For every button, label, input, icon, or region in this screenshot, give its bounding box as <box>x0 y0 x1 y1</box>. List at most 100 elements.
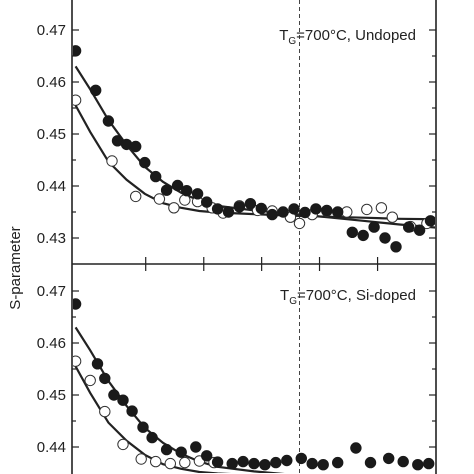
filled-data-point <box>255 202 267 215</box>
filled-data-point <box>413 224 426 236</box>
filled-data-point <box>266 208 278 221</box>
annotation-subscript: G <box>288 36 296 47</box>
top-panel: 0.43 0.44 0.45 0.46 0.47 TG=700°C, Undoped <box>37 0 437 265</box>
filled-data-point <box>379 232 391 244</box>
filled-data-point <box>237 455 249 468</box>
filled-data-point <box>201 196 213 208</box>
filled-data-point <box>99 372 111 385</box>
open-series-fit-line <box>74 365 232 473</box>
y-tick-label: 0.47 <box>37 283 66 300</box>
open-data-point <box>361 203 373 216</box>
filled-data-point <box>299 206 311 219</box>
annotation-subscript: G <box>289 296 297 307</box>
open-data-point <box>179 194 191 206</box>
filled-data-point <box>126 405 138 417</box>
filled-series-fit-line <box>74 326 285 473</box>
open-data-point <box>164 457 177 470</box>
filled-data-point <box>160 443 173 456</box>
filled-data-point <box>175 446 187 458</box>
open-series-fit-line <box>74 104 435 221</box>
filled-data-point <box>91 358 104 370</box>
filled-data-point <box>73 298 82 310</box>
open-data-point <box>150 455 162 468</box>
open-data-point <box>73 94 82 106</box>
filled-data-point <box>424 215 435 227</box>
filled-data-point <box>73 45 82 57</box>
filled-data-point <box>412 459 424 471</box>
open-data-point <box>153 193 166 205</box>
filled-data-point <box>332 206 344 218</box>
y-tick-label: 0.45 <box>37 126 66 143</box>
filled-data-point <box>102 115 115 127</box>
y-tick-label: 0.44 <box>37 178 66 195</box>
y-tick-label: 0.47 <box>37 22 66 39</box>
filled-data-point <box>137 421 149 433</box>
open-data-point <box>386 211 398 223</box>
open-data-point <box>73 355 82 367</box>
filled-data-point <box>146 431 158 444</box>
y-axis-title: S-parameter <box>7 226 24 309</box>
filled-data-point <box>403 221 415 233</box>
open-data-point <box>375 202 388 214</box>
filled-data-point <box>139 156 151 169</box>
filled-data-point <box>277 206 289 218</box>
filled-data-point <box>383 452 395 465</box>
filled-data-point <box>321 204 333 217</box>
filled-data-point <box>390 241 402 253</box>
filled-data-point <box>346 226 358 239</box>
filled-data-point <box>160 184 173 196</box>
filled-data-point <box>350 442 362 454</box>
open-data-point <box>99 405 111 418</box>
panel-annotation: TG=700°C, Si-doped <box>280 287 416 307</box>
filled-data-point <box>201 450 213 462</box>
plot-area <box>73 45 435 253</box>
open-data-point <box>84 374 96 387</box>
filled-data-point <box>233 201 246 213</box>
annotation-prefix: T <box>280 287 289 304</box>
y-tick-label: 0.45 <box>37 387 66 404</box>
filled-data-point <box>130 140 142 153</box>
filled-data-point <box>171 179 184 192</box>
filled-data-point <box>423 457 435 470</box>
filled-data-point <box>90 84 102 97</box>
filled-data-point <box>248 457 260 470</box>
filled-data-point <box>191 188 204 200</box>
y-tick-label: 0.43 <box>37 230 66 247</box>
open-data-point <box>130 190 142 203</box>
open-data-point <box>135 453 147 465</box>
filled-data-point <box>211 203 224 215</box>
panel-annotation: TG=700°C, Undoped <box>279 27 416 47</box>
filled-data-point <box>181 185 193 197</box>
filled-data-point <box>211 456 224 468</box>
filled-data-point <box>244 198 257 210</box>
open-data-point <box>293 217 306 230</box>
filled-data-point <box>226 457 238 470</box>
filled-data-point <box>190 441 202 453</box>
filled-data-point <box>259 459 271 471</box>
open-data-point <box>117 438 129 451</box>
annotation-suffix: =700°C, Undoped <box>296 27 416 44</box>
filled-data-point <box>306 457 318 470</box>
filled-data-point <box>332 456 344 469</box>
filled-data-point <box>281 454 293 467</box>
filled-data-point <box>117 394 129 406</box>
y-tick-label: 0.46 <box>37 335 66 352</box>
filled-data-point <box>317 459 329 471</box>
filled-data-point <box>288 203 300 215</box>
filled-data-point <box>357 229 369 242</box>
filled-data-point <box>397 455 409 468</box>
y-tick-label: 0.46 <box>37 74 66 91</box>
filled-data-point <box>108 389 120 401</box>
annotation-suffix: =700°C, Si-doped <box>297 287 416 304</box>
open-data-point <box>168 202 180 214</box>
filled-data-point <box>310 203 322 215</box>
y-tick-label: 0.44 <box>37 439 66 456</box>
open-data-point <box>179 456 191 469</box>
plot-area <box>73 298 435 473</box>
filled-data-point <box>295 452 307 465</box>
bottom-panel: 0.44 0.45 0.46 0.47 TG=700°C, Si-doped <box>37 264 437 474</box>
annotation-prefix: T <box>279 27 288 44</box>
filled-data-point <box>270 456 282 469</box>
filled-data-point <box>222 206 235 218</box>
